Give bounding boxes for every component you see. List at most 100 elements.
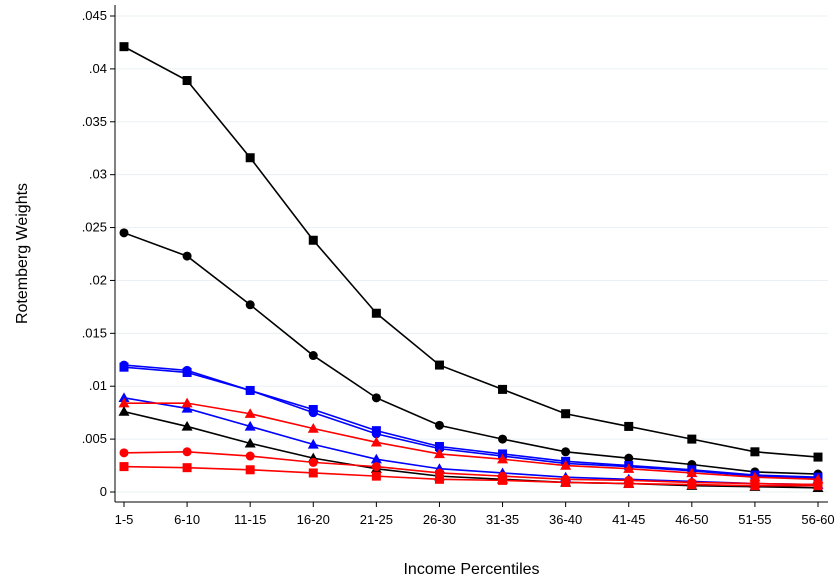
data-point-square (245, 385, 255, 395)
data-point-square (561, 477, 571, 487)
x-tick-label: 51-55 (738, 512, 771, 527)
data-point-circle (434, 420, 444, 430)
series (119, 42, 823, 462)
data-point-triangle (560, 460, 572, 470)
data-point-square (624, 479, 634, 489)
data-point-square (371, 426, 381, 436)
y-tick-label: .025 (82, 220, 107, 235)
data-point-square (750, 447, 760, 457)
data-point-square (750, 481, 760, 491)
y-tick-label: .02 (89, 272, 107, 287)
axes: 0 .005 .01 .015 .02 .025 .03 .035 .04 .045 1-5 6-10… (82, 5, 835, 527)
series-line (124, 402, 819, 481)
data-point-triangle (181, 397, 193, 408)
data-point-square (434, 474, 444, 484)
x-tick-label: 26-30 (423, 512, 456, 527)
data-point-triangle (307, 438, 319, 449)
data-point-square (498, 384, 508, 394)
data-point-circle (371, 393, 381, 403)
y-tick-label: .035 (82, 114, 107, 129)
data-point-triangle (497, 453, 509, 464)
data-point-square (687, 434, 697, 444)
data-point-circle (245, 451, 255, 461)
x-tick-label: 36-40 (549, 512, 582, 527)
data-point-triangle (181, 402, 193, 413)
data-point-circle (245, 300, 255, 310)
series (119, 462, 823, 491)
series-line (123, 397, 819, 486)
data-point-triangle (118, 392, 130, 403)
data-point-square (498, 475, 508, 485)
data-point-circle (498, 434, 508, 444)
data-point-square (371, 471, 381, 481)
x-tick-label: 56-60 (801, 512, 834, 527)
data-point-circle (624, 453, 634, 463)
data-point-square (245, 465, 255, 475)
data-point-triangle (244, 408, 256, 418)
data-point-square (813, 452, 823, 462)
series-line (123, 366, 819, 478)
data-point-triangle (749, 471, 761, 482)
y-tick-label: .015 (82, 325, 107, 340)
data-point-square (308, 235, 318, 245)
data-point-triangle (370, 453, 382, 464)
data-point-triangle (244, 420, 256, 431)
data-point-triangle (181, 420, 193, 431)
y-axis-title: Rotemberg Weights (14, 183, 31, 324)
data-point-square (182, 463, 192, 473)
series (119, 447, 823, 490)
x-tick-label: 41-45 (612, 512, 645, 527)
series-line (123, 465, 818, 487)
data-point-square (371, 308, 381, 318)
data-point-square (119, 42, 129, 52)
x-tick-label: 6-10 (174, 512, 200, 527)
data-point-square (308, 404, 318, 414)
data-point-square (182, 367, 192, 377)
data-point-square (813, 481, 823, 491)
data-point-square (245, 153, 255, 163)
data-point-square (182, 76, 192, 86)
data-point-square (687, 480, 697, 490)
gridlines (115, 15, 828, 493)
x-tick-label: 1-5 (115, 512, 134, 527)
data-point-square (434, 442, 444, 452)
data-point-triangle (370, 436, 382, 447)
data-point-triangle (433, 448, 445, 459)
data-point-triangle (118, 406, 130, 416)
series-line (123, 45, 819, 458)
series-line (123, 410, 819, 489)
series-line (123, 364, 819, 480)
data-point-square (119, 362, 129, 372)
data-point-circle (119, 448, 129, 458)
data-point-square (119, 462, 129, 472)
x-tick-label: 16-20 (297, 512, 330, 527)
y-tick-label: .005 (82, 431, 107, 446)
series-group (118, 42, 824, 492)
x-tick-label: 21-25 (360, 512, 393, 527)
data-point-triangle (118, 397, 130, 408)
y-tick-label: 0 (100, 484, 107, 499)
data-point-circle (182, 251, 192, 261)
x-axis-title: Income Percentiles (403, 561, 539, 578)
series-line (123, 451, 819, 486)
x-tick-label: 11-15 (234, 512, 266, 527)
data-point-triangle (623, 463, 635, 473)
data-point-triangle (686, 467, 698, 478)
data-point-square (434, 360, 444, 370)
data-point-triangle (307, 423, 319, 433)
data-point-square (561, 409, 571, 419)
series (119, 360, 823, 483)
series (119, 228, 823, 479)
series (118, 397, 824, 484)
y-tick-label: .01 (89, 378, 107, 393)
data-point-circle (308, 351, 318, 361)
series-line (123, 232, 819, 475)
data-point-square (624, 421, 634, 431)
y-tick-label: .03 (89, 167, 107, 182)
data-point-circle (182, 447, 192, 457)
data-point-triangle (244, 437, 256, 448)
data-point-circle (561, 447, 571, 457)
x-tick-label: 46-50 (675, 512, 708, 527)
series (119, 362, 823, 482)
